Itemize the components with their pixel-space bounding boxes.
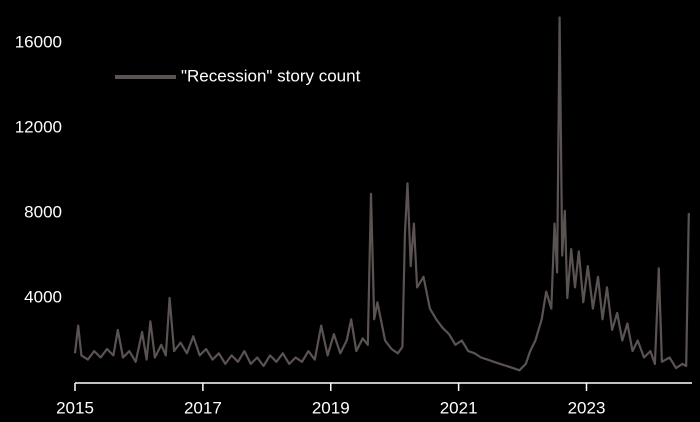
- x-tick-label: 2019: [312, 398, 350, 417]
- y-tick-label: 16000: [15, 32, 62, 51]
- y-tick-label: 4000: [24, 287, 62, 306]
- x-tick-label: 2015: [56, 398, 94, 417]
- y-tick-label: 8000: [24, 202, 62, 221]
- series-line: [73, 16, 690, 372]
- y-tick-label: 12000: [15, 117, 62, 136]
- x-tick-label: 2023: [568, 398, 606, 417]
- legend-label: "Recession" story count: [181, 66, 361, 85]
- x-tick-label: 2021: [440, 398, 478, 417]
- x-tick-label: 2017: [184, 398, 222, 417]
